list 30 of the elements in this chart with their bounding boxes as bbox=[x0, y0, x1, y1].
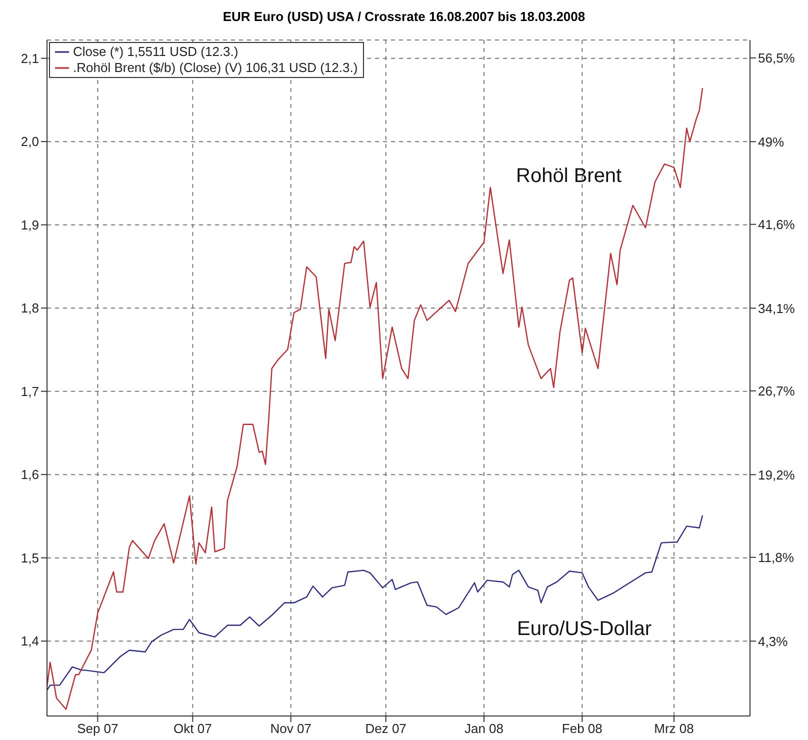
x-tick-label: Nov 07 bbox=[270, 721, 312, 736]
legend-label: .Rohöl Brent ($/b) (Close) (V) 106,31 USD (12.3.) bbox=[73, 60, 358, 76]
y2-tick-label: 19,2% bbox=[758, 467, 796, 482]
x-tick-label: Okt 07 bbox=[174, 721, 212, 736]
y2-tick-label: 49% bbox=[758, 134, 784, 150]
y-tick-label: 1,8 bbox=[20, 300, 39, 316]
y-tick-label: 2,0 bbox=[20, 134, 39, 150]
x-tick-label: Mrz 08 bbox=[654, 721, 694, 736]
y-tick-label: 1,4 bbox=[20, 634, 39, 649]
y2-tick-label: 26,7% bbox=[758, 383, 796, 398]
x-tick-label: Jan 08 bbox=[464, 721, 504, 736]
y2-tick-label: 34,1% bbox=[758, 300, 796, 316]
x-tick-label: Dez 07 bbox=[365, 721, 406, 736]
legend-label: Close (*) 1,5511 USD (12.3.) bbox=[73, 44, 238, 60]
y-tick-label: 1,7 bbox=[20, 384, 39, 399]
y2-tick-label: 11,8% bbox=[758, 550, 794, 565]
y-tick-label: 2,1 bbox=[20, 50, 39, 66]
x-tick-label: Feb 08 bbox=[562, 721, 602, 736]
line-series bbox=[47, 87, 704, 710]
y2-tick-label: 56,5% bbox=[758, 50, 796, 66]
annotation: Rohöl Brent bbox=[516, 165, 622, 188]
x-tick-label: Sep 07 bbox=[77, 721, 118, 736]
y-tick-label: 1,9 bbox=[20, 217, 39, 232]
chart-title: EUR Euro (USD) USA / Crossrate 16.08.2007 bis 18.03.2008 bbox=[222, 9, 586, 24]
y-tick-label: 1,5 bbox=[20, 550, 39, 566]
y-tick-label: 1,6 bbox=[20, 467, 39, 482]
y2-tick-label: 4,3% bbox=[758, 634, 788, 649]
y2-tick-label: 41,6% bbox=[758, 216, 796, 232]
annotation: Euro/US-Dollar bbox=[517, 618, 652, 641]
line-series bbox=[47, 514, 704, 691]
